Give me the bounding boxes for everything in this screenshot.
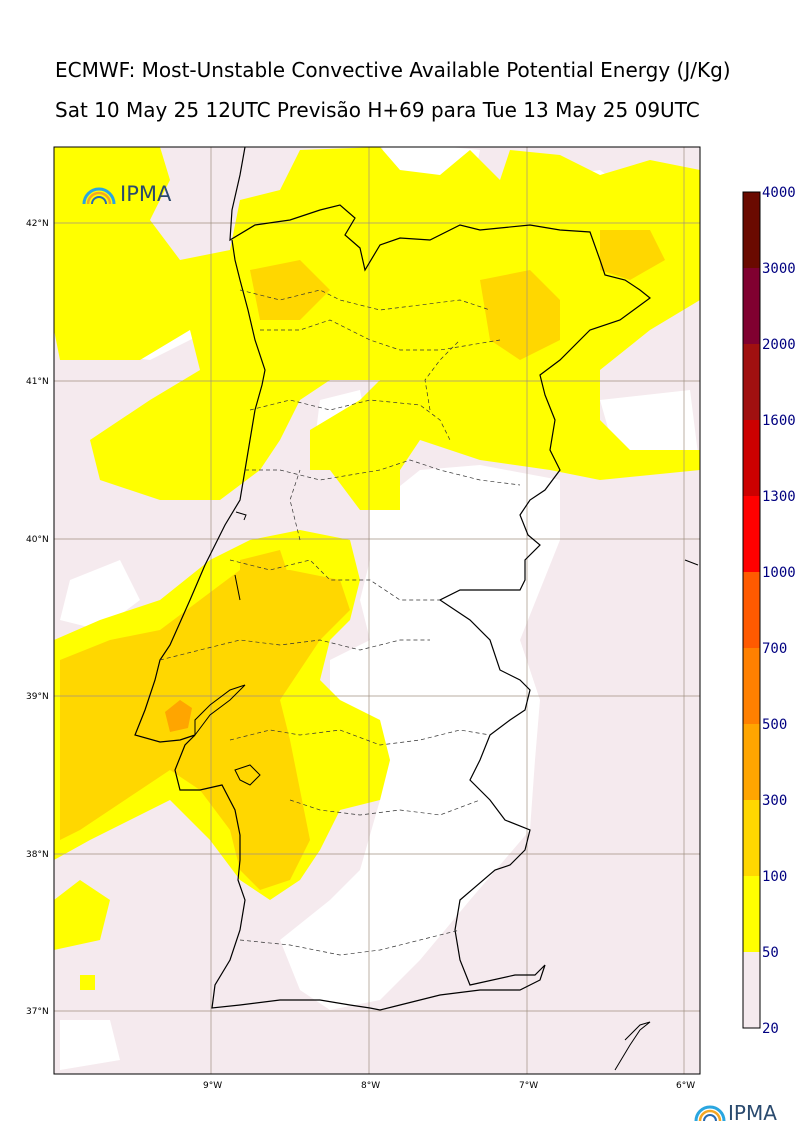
lon-label-6w: 6°W (676, 1081, 695, 1091)
cape-300-500-area (165, 700, 192, 732)
colorbar-label: 4000 (762, 185, 796, 201)
cape-100-300-area (60, 570, 350, 890)
colorbar: 20 50 100 300 500 700 1000 1300 1600 2000 3000 4000 (742, 185, 796, 1037)
colorbar-label: 1000 (762, 565, 796, 581)
colorbar-label: 700 (762, 641, 787, 657)
map-title: ECMWF: Most-Unstable Convective Availabl… (55, 58, 731, 82)
colorbar-segment (743, 344, 760, 420)
colorbar-segment (743, 192, 760, 268)
colorbar-segment (743, 268, 760, 344)
lat-label-39: 39°N (26, 692, 49, 702)
lat-label-42: 42°N (26, 219, 49, 229)
colorbar-segment (743, 876, 760, 952)
colorbar-label: 1600 (762, 413, 796, 429)
colorbar-segment (743, 420, 760, 496)
latitude-labels: 42°N 41°N 40°N 39°N 38°N 37°N (26, 219, 49, 1017)
lon-label-7w: 7°W (519, 1081, 538, 1091)
colorbar-label: 100 (762, 869, 787, 885)
colorbar-label: 1300 (762, 489, 796, 505)
map-frame (53, 146, 701, 1075)
colorbar-label: 3000 (762, 261, 796, 277)
colorbar-label: 300 (762, 793, 787, 809)
longitude-labels: 9°W 8°W 7°W 6°W (203, 1081, 695, 1091)
colorbar-label: 2000 (762, 337, 796, 353)
colorbar-segment (743, 952, 760, 1028)
colorbar-label: 500 (762, 717, 787, 733)
graticule (54, 147, 700, 1074)
coastline (134, 147, 651, 1011)
colorbar-label: 50 (762, 945, 779, 961)
footer-logo-text: IPMA (728, 1101, 777, 1125)
lat-label-38: 38°N (26, 850, 49, 860)
colorbar-segment (743, 724, 760, 800)
map-watermark-logo: IPMA (82, 182, 172, 206)
cape-field: IPMA (54, 147, 700, 1074)
colorbar-segment (743, 496, 760, 572)
colorbar-frame (742, 191, 761, 1029)
colorbar-segment (743, 800, 760, 876)
colorbar-segment (743, 572, 760, 648)
lat-label-37: 37°N (26, 1007, 49, 1017)
colorbar-segment (743, 648, 760, 724)
footer-logo: IPMA (694, 1101, 777, 1125)
lat-label-40: 40°N (26, 535, 49, 545)
district-borders (159, 289, 521, 956)
lon-label-9w: 9°W (203, 1081, 222, 1091)
map-subtitle: Sat 10 May 25 12UTC Previsão H+69 para T… (55, 98, 700, 122)
map-watermark-logo-text: IPMA (120, 182, 172, 206)
colorbar-label: 20 (762, 1021, 779, 1037)
lon-label-8w: 8°W (361, 1081, 380, 1091)
lat-label-41: 41°N (26, 377, 49, 387)
